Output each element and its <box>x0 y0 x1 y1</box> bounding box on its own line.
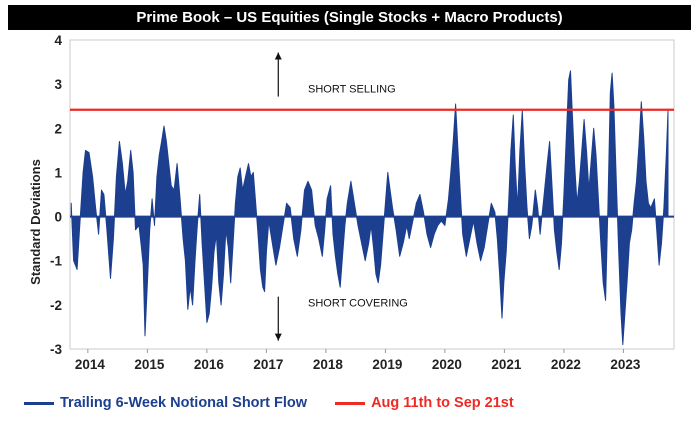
y-tick-label: -1 <box>50 254 62 269</box>
series-short-flow-area <box>70 70 669 346</box>
x-tick-label: 2023 <box>610 357 641 372</box>
y-tick-label: 4 <box>54 33 62 48</box>
legend: Trailing 6-Week Notional Short Flow Aug … <box>24 395 542 411</box>
x-tick-label: 2014 <box>75 357 106 372</box>
x-tick-label: 2021 <box>491 357 522 372</box>
x-tick-label: 2019 <box>372 357 402 372</box>
series-layer <box>70 70 674 346</box>
x-tick-label: 2017 <box>253 357 283 372</box>
legend-swatch-short-flow <box>24 401 54 405</box>
y-tick-label: 2 <box>54 121 62 136</box>
x-tick-label: 2020 <box>432 357 462 372</box>
annotation-short-covering: SHORT COVERING <box>308 298 408 310</box>
y-axis-title: Standard Deviations <box>28 159 43 285</box>
annotation-short-selling: SHORT SELLING <box>308 84 396 96</box>
legend-item-short-flow: Trailing 6-Week Notional Short Flow <box>24 395 307 411</box>
x-tick-label: 2018 <box>313 357 344 372</box>
y-tick-label: 1 <box>54 165 62 180</box>
legend-swatch-threshold <box>335 401 366 405</box>
legend-item-threshold: Aug 11th to Sep 21st <box>335 395 514 411</box>
chart-title: Prime Book – US Equities (Single Stocks … <box>8 5 691 30</box>
arrow-up-head <box>274 52 282 60</box>
legend-label-threshold: Aug 11th to Sep 21st <box>371 395 514 411</box>
legend-label-short-flow: Trailing 6-Week Notional Short Flow <box>60 395 308 411</box>
annotation-layer: SHORT SELLING SHORT COVERING <box>274 52 408 341</box>
y-tick-label: 3 <box>54 77 62 92</box>
arrow-down-head <box>274 333 282 341</box>
y-tick-label: 0 <box>54 210 62 225</box>
x-tick-label: 2016 <box>194 357 225 372</box>
tick-layer: -3 -2 -1 0 1 2 3 4 2014 2015 2016 2017 2018 2019 2020 2… <box>50 33 641 372</box>
y-tick-label: -2 <box>50 298 62 313</box>
x-tick-label: 2015 <box>134 357 165 372</box>
x-tick-label: 2022 <box>551 357 581 372</box>
y-tick-label: -3 <box>50 342 62 357</box>
